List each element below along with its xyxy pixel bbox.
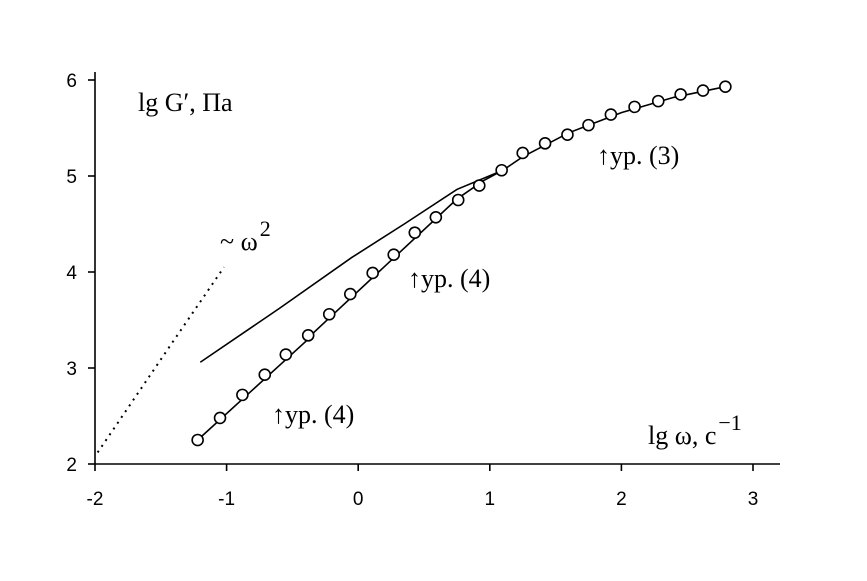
data-point-marker: [472, 179, 486, 192]
y-tick-label: 6: [66, 71, 77, 92]
marker-layer: [191, 80, 732, 447]
x-tick-label: 3: [748, 489, 759, 510]
annotation-eq3: ↑ур. (3): [597, 141, 679, 170]
data-point-marker: [451, 193, 465, 207]
y-tick-label: 3: [66, 359, 77, 380]
annotations: ~ ω2 ↑ур. (4) ↑ур. (4) ↑ур. (3): [220, 141, 679, 429]
y-tick-label: 2: [66, 455, 77, 476]
y-ticks: 2 3 4 5 6: [66, 71, 95, 476]
annotation-omega-exponent: 2: [260, 216, 271, 241]
x-axis-label: lg ω, c−1: [648, 410, 742, 450]
x-tick-label: -2: [87, 489, 104, 510]
y-tick-label: 4: [66, 263, 77, 284]
data-point-marker: [279, 348, 293, 361]
annotation-eq4-lower: ↑ур. (4): [272, 400, 354, 429]
annotation-eq4-upper: ↑ур. (4): [408, 264, 490, 293]
data-point-marker: [628, 100, 641, 114]
data-point-marker: [582, 118, 595, 132]
x-axis-label-main: lg ω, c: [648, 421, 716, 450]
y-tick-label: 5: [66, 167, 77, 188]
data-point-marker: [191, 433, 204, 447]
annotation-omega-text: ~ ω: [220, 227, 258, 256]
x-ticks: -2 -1 0 1 2 3: [87, 464, 759, 510]
x-tick-label: 0: [353, 489, 364, 510]
annotation-omega-squared: ~ ω2: [220, 216, 271, 256]
x-tick-label: 1: [485, 489, 496, 510]
axes: -2 -1 0 1 2 3 2 3 4 5 6: [66, 71, 780, 510]
data-point-marker: [495, 163, 508, 177]
x-tick-label: -1: [218, 489, 235, 510]
model-curve-line: [199, 169, 504, 363]
data-point-marker: [561, 128, 574, 142]
data-point-marker: [674, 88, 687, 101]
data-point-marker: [344, 287, 357, 301]
data-point-marker: [366, 266, 379, 280]
slope-guide-line: [96, 266, 225, 454]
data-point-marker: [696, 84, 710, 97]
data-point-marker: [651, 94, 665, 108]
data-point-marker: [408, 226, 422, 239]
x-tick-label: 2: [616, 489, 627, 510]
data-point-marker: [301, 329, 315, 342]
data-point-marker: [258, 368, 272, 382]
y-axis-label: lg G′, Па: [138, 88, 233, 117]
data-point-marker: [538, 137, 552, 150]
data-point-marker: [236, 388, 249, 402]
data-point-marker: [387, 248, 401, 262]
data-point-marker: [604, 108, 618, 121]
data-point-marker: [429, 210, 443, 224]
data-point-marker: [213, 411, 227, 425]
data-point-marker: [516, 146, 530, 160]
data-point-marker: [322, 307, 336, 321]
x-axis-label-exponent: −1: [718, 410, 741, 435]
data-point-marker: [719, 80, 732, 94]
